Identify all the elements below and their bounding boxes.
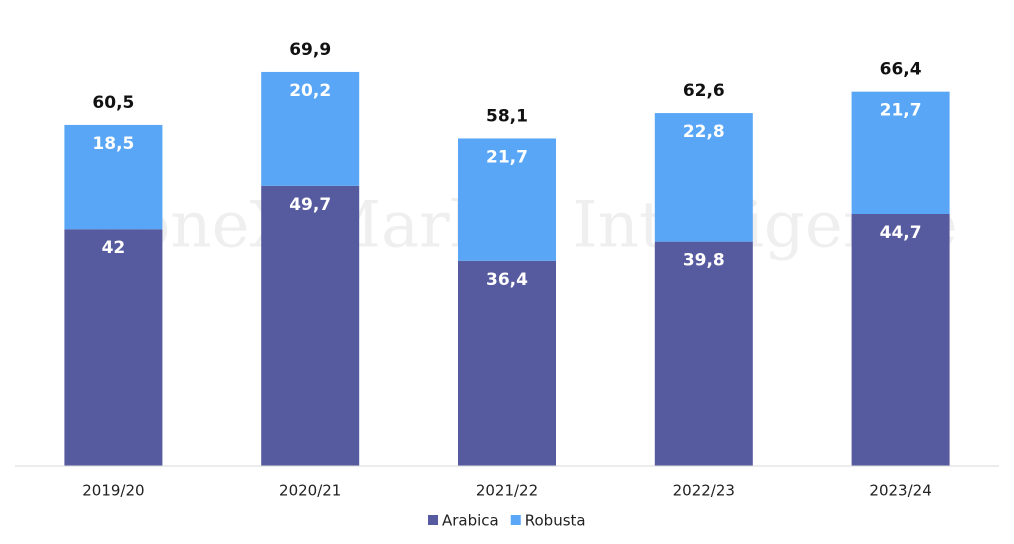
data-label: 21,7: [486, 147, 528, 167]
bar-segment: [654, 113, 753, 242]
total-label: 60,5: [92, 93, 134, 113]
data-label: 49,7: [289, 195, 331, 215]
data-label: 21,7: [880, 101, 922, 121]
total-label: 69,9: [289, 40, 331, 60]
total-label: 58,1: [486, 106, 528, 126]
bar-segment: [261, 71, 360, 186]
x-tick-label: 2020/21: [279, 482, 341, 500]
legend-label: Robusta: [525, 512, 586, 530]
x-tick-label: 2022/23: [673, 482, 735, 500]
data-label: 36,4: [486, 270, 528, 290]
legend-swatch: [510, 515, 521, 525]
total-label: 66,4: [880, 60, 922, 80]
x-tick-label: 2021/22: [476, 482, 538, 500]
bar-segment: [851, 214, 950, 466]
data-label: 22,8: [683, 122, 725, 142]
bar-segment: [458, 138, 556, 261]
x-tick-label: 2023/24: [869, 482, 931, 500]
legend-label: Arabica: [442, 512, 499, 530]
data-label: 42: [102, 238, 126, 258]
bar-segment: [64, 229, 163, 466]
bar-segment: [261, 185, 360, 466]
bar-segment: [64, 124, 163, 230]
data-label: 44,7: [880, 223, 922, 243]
bar-segment: [654, 241, 753, 466]
data-label: 20,2: [289, 81, 331, 101]
total-label: 62,6: [683, 81, 725, 101]
x-tick-label: 2019/20: [82, 482, 144, 500]
legend-swatch: [428, 515, 438, 525]
bar-segment: [851, 91, 950, 215]
data-label: 39,8: [683, 251, 725, 271]
data-label: 18,5: [92, 134, 134, 154]
bar-segment: [458, 260, 556, 466]
